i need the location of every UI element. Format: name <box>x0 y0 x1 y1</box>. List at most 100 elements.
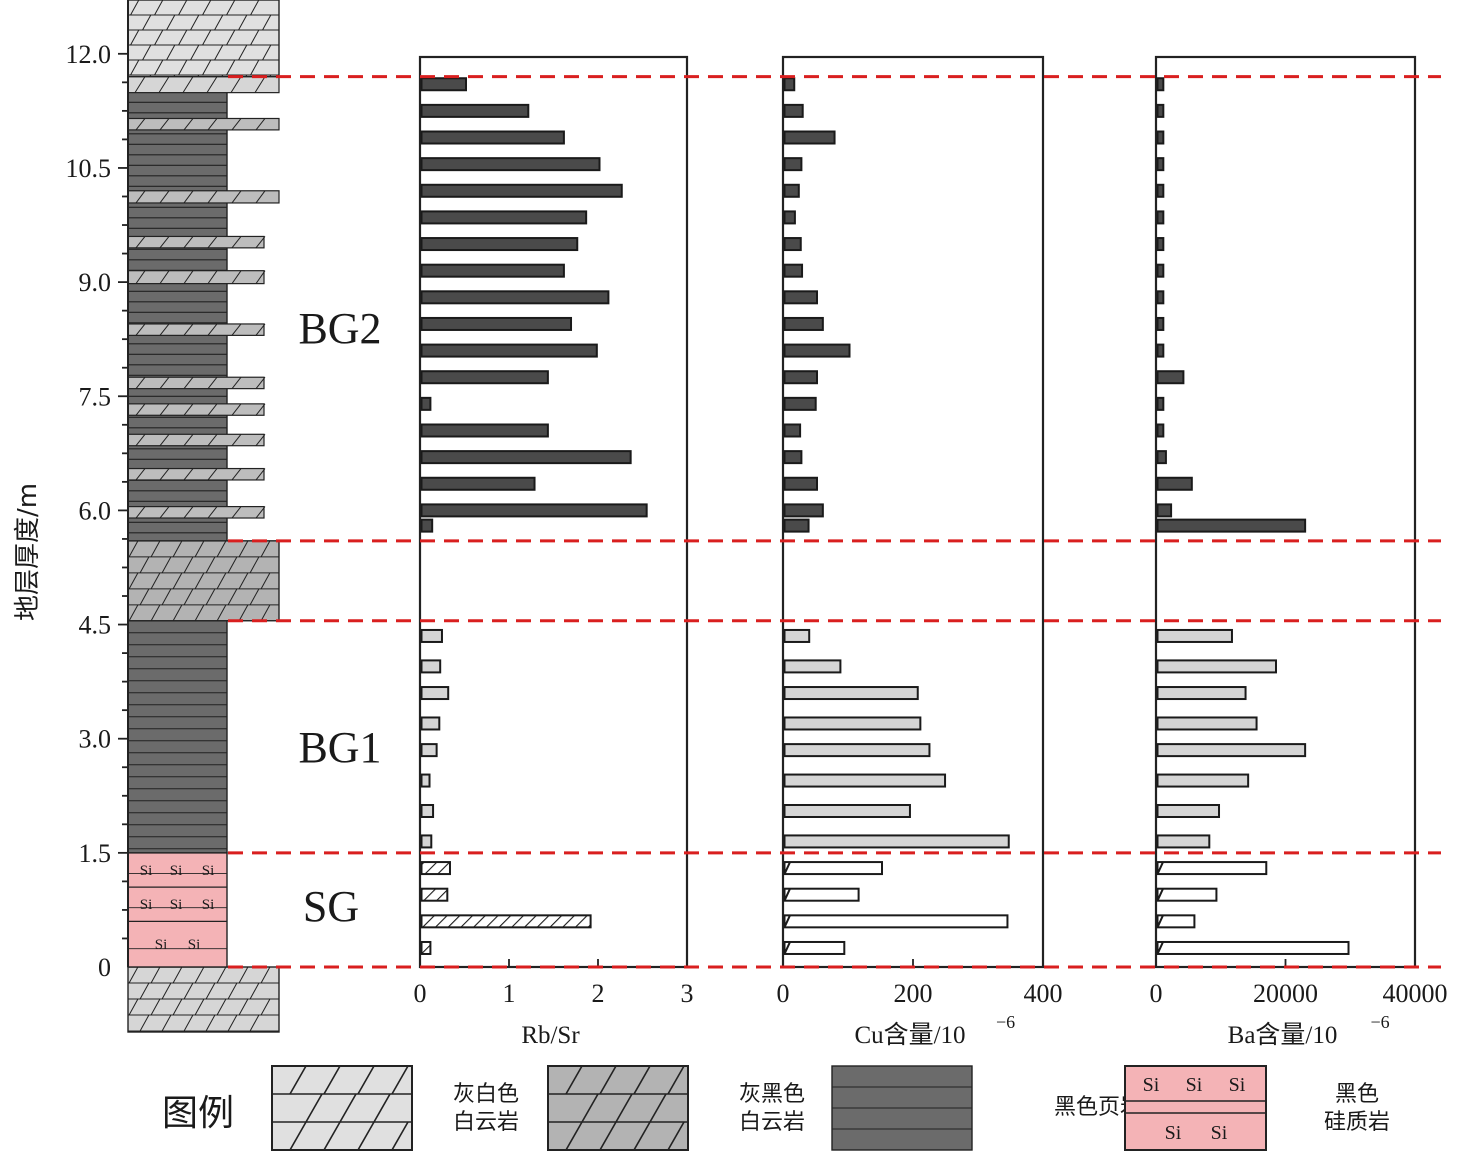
shale-fill <box>127 91 228 542</box>
bar-hatch <box>1156 888 1164 902</box>
dolomite-slash <box>231 236 242 249</box>
legend-slash <box>667 1121 685 1151</box>
group-label-bg2: BG2 <box>298 304 381 353</box>
bar <box>1156 940 1350 955</box>
panel-2: 0 200 400 Cu含量/10 −6 <box>777 55 1063 1049</box>
bar <box>783 423 802 438</box>
dolomite-slash <box>130 29 140 46</box>
dolomite-slash <box>255 118 266 131</box>
bar <box>1156 834 1211 849</box>
bar <box>783 130 836 145</box>
dolomite-slash <box>159 506 170 519</box>
legend-swatch <box>271 1065 413 1151</box>
dolomite-slash <box>128 572 139 590</box>
data-panels: 0 1 2 3 Rb/Sr 0 200 400 Cu含量/10 −6 0 20000 40000 Ba含量… <box>414 55 1448 1049</box>
legend-slash <box>581 1093 599 1123</box>
depth-axis: 0 1.5 3.0 4.5 6.0 7.5 9.0 10.5 12.0 地层厚度/m <box>13 0 129 982</box>
y-tick-label: 6.0 <box>79 496 112 525</box>
bar <box>420 263 565 278</box>
dolomite-slash <box>173 74 176 77</box>
bar <box>783 716 922 731</box>
y-tick-label: 9.0 <box>79 268 112 297</box>
bar <box>783 210 796 225</box>
bar <box>783 743 931 758</box>
bar <box>783 861 883 876</box>
bar <box>783 803 911 818</box>
group-label-sg: SG <box>303 882 359 931</box>
group-label-bg1: BG1 <box>298 723 381 772</box>
dolomite-slash <box>159 403 170 416</box>
bar <box>420 940 432 955</box>
dolomite-slash <box>149 74 152 77</box>
dolomite-slash <box>142 44 152 61</box>
dolomite-slash <box>202 1030 205 1033</box>
legend-label: 黑色 <box>1335 1082 1379 1107</box>
si-mark: Si <box>202 863 215 879</box>
dolomite-slash <box>130 59 140 76</box>
legend-slash <box>391 1065 409 1095</box>
si-mark: Si <box>188 937 201 953</box>
dolomite-slash <box>249 982 260 1000</box>
x-axis-title: Rb/Sr <box>521 1022 580 1049</box>
bar <box>1156 316 1165 331</box>
bar <box>1156 628 1233 643</box>
legend-si-mark: Si <box>1186 1074 1203 1096</box>
bar <box>1156 450 1167 465</box>
bar <box>420 628 443 643</box>
bar <box>783 628 811 643</box>
bar <box>1156 861 1268 876</box>
dolomite-slash <box>178 29 188 46</box>
bar <box>420 210 588 225</box>
dolomite-slash <box>231 506 242 519</box>
dolomite-interbed <box>127 433 265 447</box>
dolomite-slash <box>159 190 170 204</box>
dolomite-slash <box>238 540 249 558</box>
dolomite-slash <box>207 506 218 519</box>
dolomite-slash <box>260 604 271 621</box>
bar <box>420 803 435 818</box>
dolomite-slash <box>154 0 164 16</box>
dolomite-slash <box>139 556 150 574</box>
bar <box>783 834 1010 849</box>
dolomite-slash <box>139 588 150 606</box>
dolomite-slash <box>268 1030 271 1033</box>
dolomite-slash <box>216 540 227 558</box>
dolomite-interbed <box>127 190 280 204</box>
dolomite-slash <box>135 403 146 416</box>
legend-item-black-shale: 黑色页岩 <box>831 1065 1142 1151</box>
dolomite-slash <box>227 982 238 1000</box>
bar <box>420 316 573 331</box>
group-labels: BG2 BG1 SG <box>298 304 381 931</box>
legend-si-mark: Si <box>1143 1074 1160 1096</box>
bar <box>1156 237 1165 252</box>
dolomite-slash <box>183 236 194 249</box>
legend-slash <box>289 1121 307 1151</box>
bar <box>1156 370 1185 385</box>
bar <box>420 743 438 758</box>
dolomite-slash <box>128 604 139 621</box>
dolomite-slash <box>262 44 272 61</box>
x-axis-unit: −6 <box>1371 1012 1390 1032</box>
dolomite-slash <box>231 270 242 284</box>
bar-hatch <box>1156 941 1164 955</box>
legend-slash <box>373 1093 391 1123</box>
bar <box>1156 103 1165 118</box>
bar <box>1156 157 1165 172</box>
x-tick-label: 0 <box>414 979 427 1008</box>
legend-label: 硅质岩 <box>1324 1110 1390 1135</box>
x-tick-label: 400 <box>1024 979 1063 1008</box>
bar <box>1156 773 1250 788</box>
dolomite-interbed <box>127 376 265 390</box>
panel-frame <box>1154 55 1417 969</box>
bar <box>420 77 467 92</box>
legend-slash <box>649 1093 667 1123</box>
dolomite-slash <box>255 468 266 481</box>
dolomite-slash <box>142 14 152 31</box>
dolomite-slash <box>150 572 161 590</box>
siliceous-section <box>127 852 228 968</box>
bar-hatch <box>783 861 791 875</box>
bar <box>783 316 824 331</box>
dolomite-slash <box>202 29 212 46</box>
